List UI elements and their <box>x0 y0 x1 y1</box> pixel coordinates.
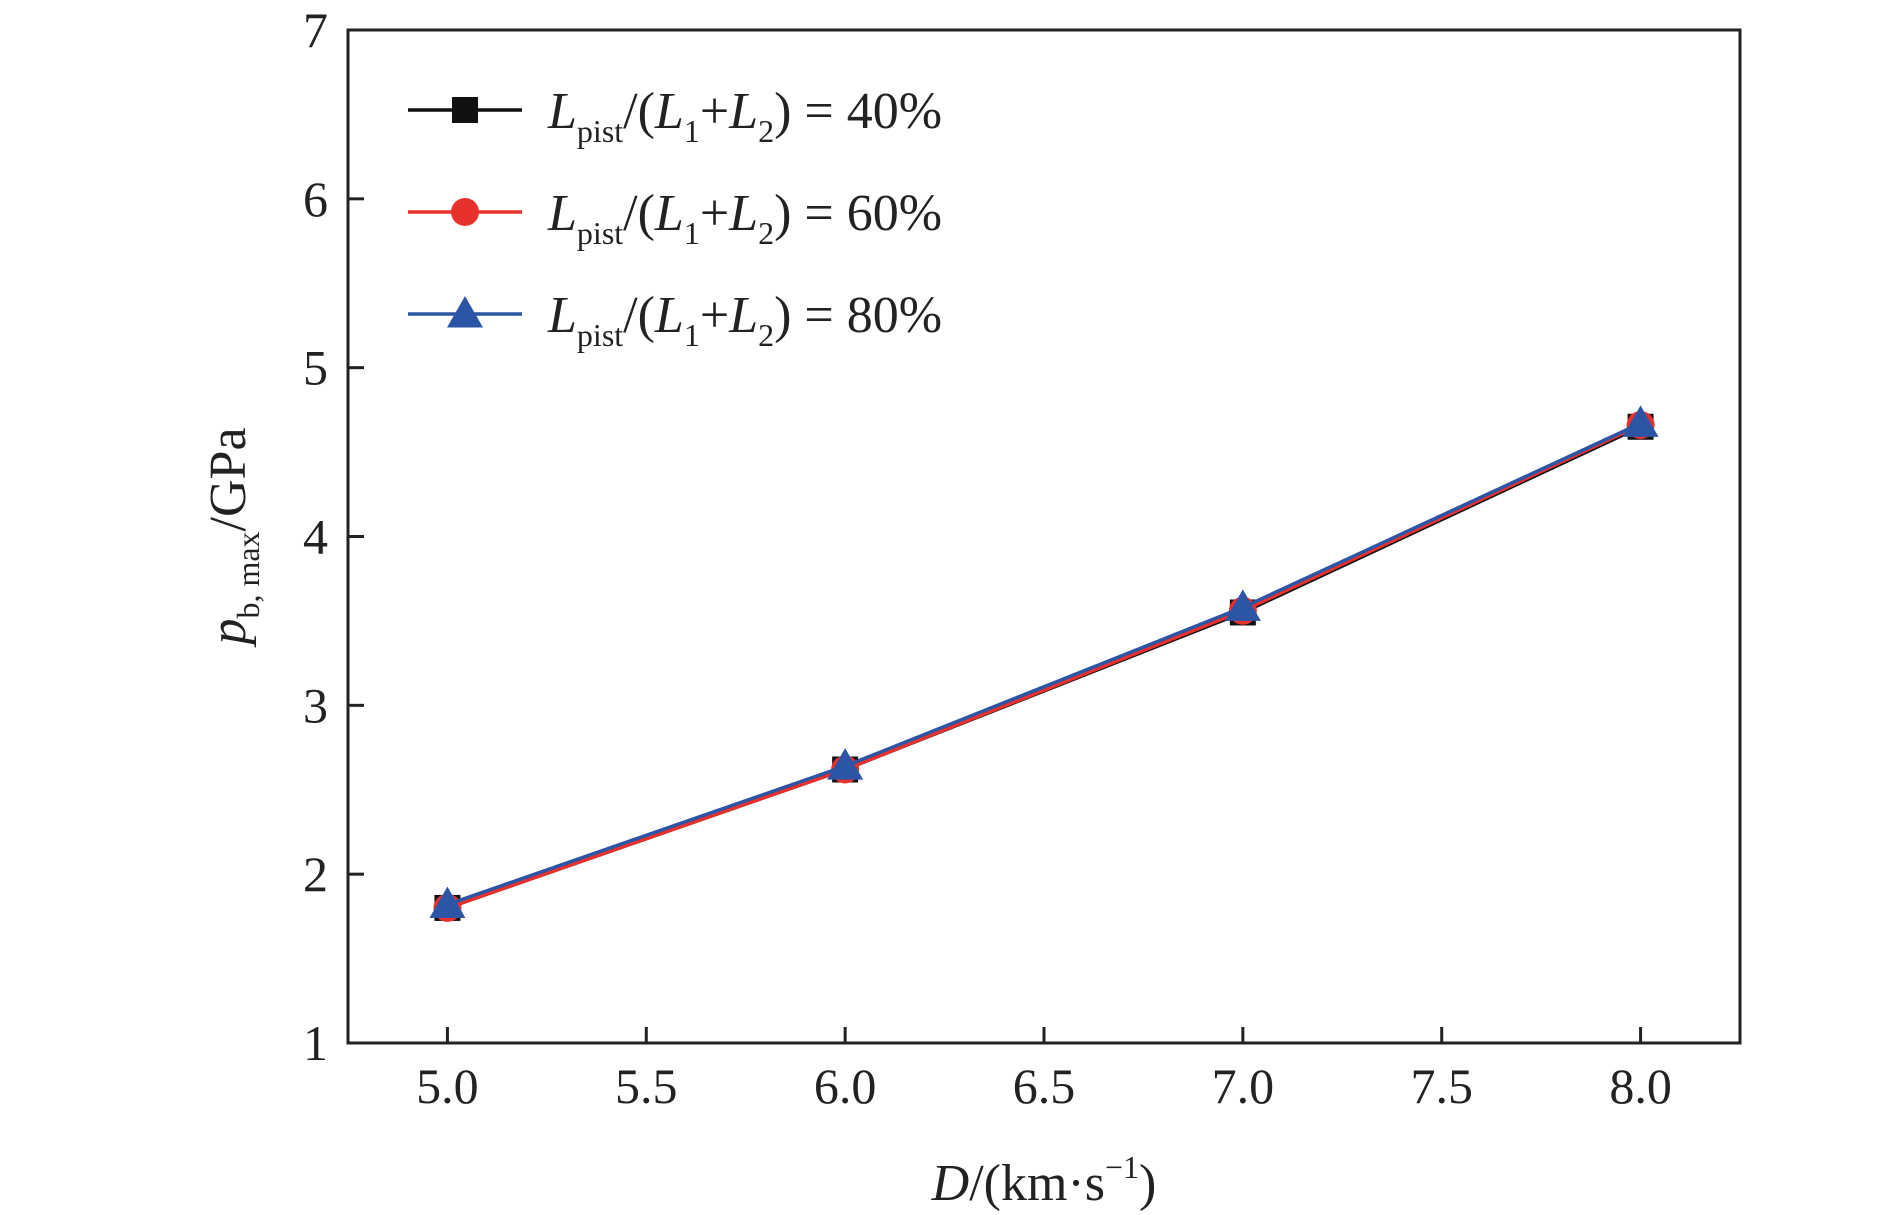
x-axis-ticks: 5.0 5.5 6.0 6.5 7.0 7.5 8.0 <box>416 1027 1672 1114</box>
x-axis-title: D/(km·s−1) <box>931 1149 1157 1212</box>
data-point <box>1622 405 1659 437</box>
y-tick-label: 6 <box>303 171 328 227</box>
series-layer <box>429 405 1659 922</box>
y-tick-label: 1 <box>303 1015 328 1071</box>
legend-marker <box>451 198 479 226</box>
data-point <box>1224 589 1261 621</box>
legend-item: Lpist/(L1+L2) = 40% <box>408 83 942 149</box>
legend-label: Lpist/(L1+L2) = 60% <box>547 185 942 251</box>
series-line <box>446 423 1642 910</box>
x-tick-label: 6.0 <box>814 1058 877 1114</box>
series-line <box>446 421 1642 907</box>
x-tick-label: 7.5 <box>1410 1058 1473 1114</box>
y-tick-label: 7 <box>303 2 328 58</box>
legend-marker <box>452 97 478 123</box>
plot-frame <box>346 28 1742 1045</box>
legend-marker <box>447 296 483 328</box>
y-tick-label: 4 <box>303 509 328 565</box>
series-line <box>446 425 1642 910</box>
legend-label: Lpist/(L1+L2) = 40% <box>547 83 942 149</box>
x-tick-label: 5.5 <box>615 1058 678 1114</box>
y-tick-label: 3 <box>303 677 328 733</box>
data-point <box>429 886 466 919</box>
y-tick-label: 2 <box>303 846 328 902</box>
y-tick-label: 5 <box>303 340 328 396</box>
legend-item: Lpist/(L1+L2) = 60% <box>408 185 942 251</box>
x-tick-label: 8.0 <box>1609 1058 1672 1114</box>
data-point <box>827 748 864 780</box>
legend: Lpist/(L1+L2) = 40% Lpist/(L1+L2) = 60% Lp… <box>408 83 942 353</box>
y-axis-title: pb, max/GPa <box>200 427 266 648</box>
x-tick-label: 5.0 <box>416 1058 479 1114</box>
y-axis-ticks: 1 2 3 4 5 6 7 <box>303 2 364 1071</box>
legend-item: Lpist/(L1+L2) = 80% <box>408 287 942 353</box>
x-tick-label: 6.5 <box>1013 1058 1076 1114</box>
series-triangle <box>429 405 1659 919</box>
x-tick-label: 7.0 <box>1212 1058 1275 1114</box>
legend-label: Lpist/(L1+L2) = 80% <box>547 287 942 353</box>
